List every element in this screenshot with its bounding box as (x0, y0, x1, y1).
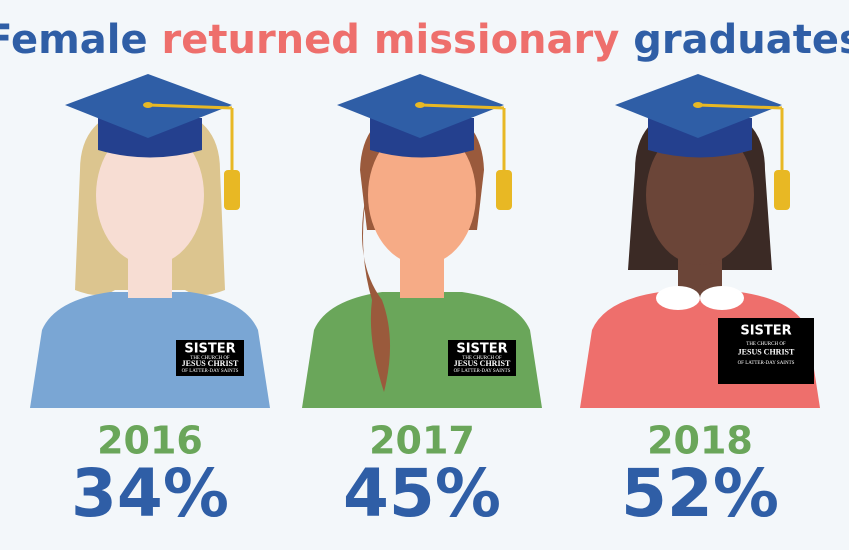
name-badge (718, 318, 814, 384)
title-part: returned missionary (162, 17, 620, 63)
tassel (224, 170, 240, 210)
name-badge (176, 340, 244, 376)
percent: 52% (621, 455, 779, 532)
face (368, 125, 476, 265)
name-badge (448, 340, 516, 376)
badge-name: SISTER (740, 324, 791, 339)
badge-line: JESUS CHRIST (454, 359, 511, 368)
shoulders (30, 292, 270, 408)
tassel (496, 170, 512, 210)
year: 2017 (369, 419, 475, 463)
tassel-cord (419, 103, 505, 110)
cap-button (415, 102, 425, 108)
badge-line: THE CHURCH OF (462, 356, 502, 361)
badge-line: OF LATTER-DAY SAINTS (182, 369, 239, 374)
title-part: Female (0, 17, 148, 63)
cap-button (693, 102, 703, 108)
year: 2016 (97, 419, 203, 463)
title: Female returned missionary graduates (0, 17, 849, 63)
tassel (774, 170, 790, 210)
collar (656, 286, 700, 310)
badge-line: THE CHURCH OF (190, 356, 230, 361)
badge-name: SISTER (456, 342, 507, 357)
badge-line: THE CHURCH OF (746, 342, 786, 347)
tassel-cord (697, 103, 783, 110)
percent: 45% (343, 455, 501, 532)
cap-button (143, 102, 153, 108)
percent: 34% (71, 455, 229, 532)
ponytail (362, 190, 391, 392)
collar (700, 286, 744, 310)
year: 2018 (647, 419, 753, 463)
badge-line: OF LATTER-DAY SAINTS (454, 369, 511, 374)
face (96, 125, 204, 265)
badge-line: JESUS CHRIST (738, 348, 795, 357)
tassel-cord (147, 103, 233, 110)
title-part: graduates (633, 17, 849, 63)
face (646, 125, 754, 265)
shoulders (302, 292, 542, 408)
badge-name: SISTER (184, 342, 235, 357)
badge-line: OF LATTER-DAY SAINTS (738, 361, 795, 366)
badge-line: JESUS CHRIST (182, 359, 239, 368)
